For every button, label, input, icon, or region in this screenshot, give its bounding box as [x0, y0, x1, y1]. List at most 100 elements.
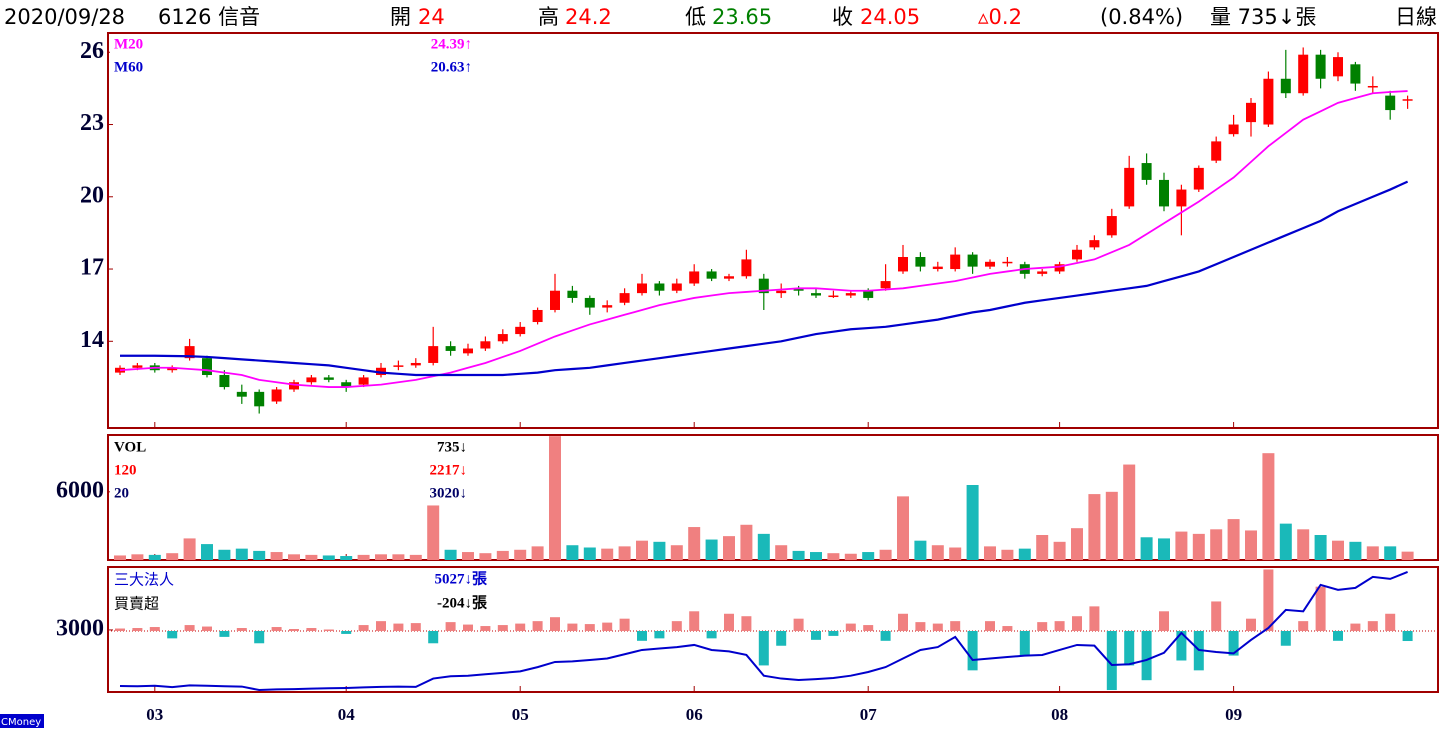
- y-tick-label: 23: [80, 110, 104, 136]
- candle-body: [1072, 249, 1082, 260]
- candle-body: [480, 341, 491, 349]
- volume-bar: [810, 552, 822, 560]
- volume-bar: [531, 546, 544, 560]
- candle-body: [463, 348, 473, 354]
- volume-bar: [114, 555, 126, 560]
- candle-body: [619, 293, 630, 303]
- high: 24.2: [565, 5, 612, 29]
- legend-value: 20.63↑: [431, 59, 472, 75]
- net-bar: [1002, 626, 1013, 631]
- candle-body: [271, 389, 282, 402]
- candle-body: [219, 375, 230, 388]
- candle-body: [550, 290, 560, 310]
- volume-bar: [792, 550, 805, 560]
- net-bar: [932, 623, 943, 631]
- volume-bar: [305, 554, 318, 560]
- volume-bar: [914, 540, 927, 560]
- footer: CMoney: [1, 717, 41, 728]
- candle-body: [132, 365, 143, 368]
- net-bar: [428, 630, 439, 644]
- volume-bar: [879, 549, 892, 560]
- candle-body: [1228, 124, 1239, 135]
- candle-body: [811, 293, 821, 296]
- volume-bar: [479, 553, 492, 560]
- legend-name: 120: [114, 462, 137, 478]
- net-bar: [202, 626, 212, 631]
- volume-bar: [270, 552, 283, 560]
- candle-body: [445, 346, 456, 351]
- net-bar: [393, 623, 404, 631]
- cumulative-line: [119, 571, 1408, 692]
- net-bar: [550, 617, 560, 631]
- volume-bar: [1158, 538, 1170, 560]
- price-panel: [107, 32, 1439, 429]
- candle-body: [428, 346, 439, 363]
- net-bar: [323, 629, 334, 631]
- net-bar: [1350, 623, 1361, 631]
- net-bar: [463, 624, 473, 631]
- candle-body: [950, 254, 961, 270]
- legend-name: 買賣超: [114, 595, 159, 613]
- volume-bar: [601, 548, 614, 560]
- candle-body: [323, 377, 334, 380]
- candle-body: [341, 382, 352, 388]
- volume-bar: [496, 550, 509, 560]
- candle-body: [184, 346, 195, 359]
- volume-bar: [322, 555, 335, 560]
- net-bar: [1228, 630, 1239, 656]
- stock: 6126 信音: [158, 5, 260, 29]
- legend-name: 三大法人: [114, 571, 174, 589]
- volume-bar: [462, 552, 474, 560]
- volume-bar: [705, 539, 718, 560]
- net-bar: [915, 622, 926, 631]
- label: 收: [832, 5, 853, 29]
- net-bar: [1402, 630, 1413, 642]
- net-bar: [445, 622, 456, 631]
- legend-value: 5027↓張: [434, 570, 488, 587]
- net-bar: [289, 629, 299, 631]
- net-bar: [1019, 630, 1030, 656]
- volume-bar: [984, 546, 996, 560]
- candle-body: [1176, 189, 1187, 207]
- candle-body: [985, 261, 995, 267]
- candle-body: [1246, 102, 1256, 123]
- candle-body: [1106, 216, 1117, 236]
- volume-bar: [740, 524, 753, 560]
- candle-body: [1211, 141, 1222, 161]
- y-tick-label: 26: [80, 38, 104, 64]
- volume-bar: [1088, 494, 1101, 560]
- label: 開: [390, 5, 411, 29]
- candle-body: [515, 326, 526, 335]
- volume-bar: [1279, 523, 1292, 560]
- net-bar: [724, 613, 734, 631]
- candle-body: [358, 377, 369, 385]
- volume: 量 735↓張: [1210, 5, 1316, 29]
- candle-body: [1054, 264, 1065, 272]
- net-bar: [567, 623, 578, 631]
- x-tick-label: 07: [860, 705, 878, 724]
- candle-body: [967, 254, 978, 267]
- volume-bar: [357, 554, 370, 560]
- candle-body: [567, 290, 578, 298]
- volume-bar: [166, 553, 179, 560]
- candle-body: [497, 334, 508, 342]
- volume-bar: [670, 545, 683, 560]
- volume-bar: [340, 556, 353, 560]
- candle-body: [410, 362, 421, 366]
- net-bar: [1263, 569, 1274, 631]
- net-bar: [1211, 601, 1222, 631]
- volume-bar: [253, 550, 266, 560]
- volume-bar: [897, 496, 909, 560]
- candle-body: [236, 391, 247, 397]
- candle-body: [776, 290, 787, 294]
- volume-bar: [618, 546, 631, 560]
- volume-bar: [1366, 546, 1379, 560]
- candle-body: [1263, 78, 1274, 125]
- label: 高: [538, 5, 559, 29]
- volume-bar: [1314, 535, 1327, 560]
- volume-bar: [1210, 529, 1223, 560]
- volume-bar: [844, 553, 857, 560]
- net-bar: [1176, 630, 1187, 661]
- net-bar: [828, 630, 839, 636]
- legend-value: 24.39↑: [431, 36, 472, 52]
